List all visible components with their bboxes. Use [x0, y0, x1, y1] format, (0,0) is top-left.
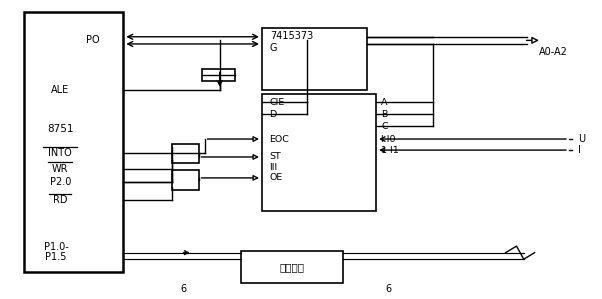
Text: INTO: INTO — [48, 148, 72, 158]
Bar — [262, 94, 376, 211]
Text: OE: OE — [269, 173, 282, 182]
Text: 6: 6 — [385, 284, 391, 295]
Bar — [241, 251, 343, 283]
Text: III: III — [269, 163, 278, 172]
Text: G: G — [270, 43, 277, 53]
Text: A: A — [381, 98, 388, 107]
Text: D: D — [269, 110, 276, 119]
Text: ST: ST — [269, 152, 281, 161]
Text: EOC: EOC — [269, 135, 289, 144]
Bar — [172, 170, 199, 190]
Text: 8751: 8751 — [47, 123, 73, 134]
Bar — [172, 144, 199, 163]
Text: A0-A2: A0-A2 — [539, 47, 568, 57]
Text: C: C — [381, 122, 388, 131]
Text: P1.5: P1.5 — [45, 252, 67, 262]
Text: 1 I1: 1 I1 — [381, 146, 399, 155]
Text: PO: PO — [85, 35, 99, 45]
Text: 6: 6 — [181, 284, 187, 295]
Bar — [262, 28, 367, 90]
Text: CIE: CIE — [269, 98, 284, 107]
Text: 7415373: 7415373 — [270, 31, 313, 42]
Bar — [24, 12, 123, 272]
Text: ALE: ALE — [51, 85, 69, 95]
Text: U: U — [578, 134, 585, 144]
Text: 輸出驅動: 輸出驅動 — [279, 262, 305, 272]
Text: P1.0-: P1.0- — [43, 242, 69, 252]
Text: RD: RD — [53, 195, 67, 205]
Text: B: B — [381, 110, 388, 119]
Text: I: I — [578, 145, 581, 155]
Text: I I0: I I0 — [381, 135, 396, 144]
Text: WR: WR — [52, 164, 69, 174]
Text: P2.0: P2.0 — [49, 177, 71, 187]
Bar — [202, 69, 235, 81]
